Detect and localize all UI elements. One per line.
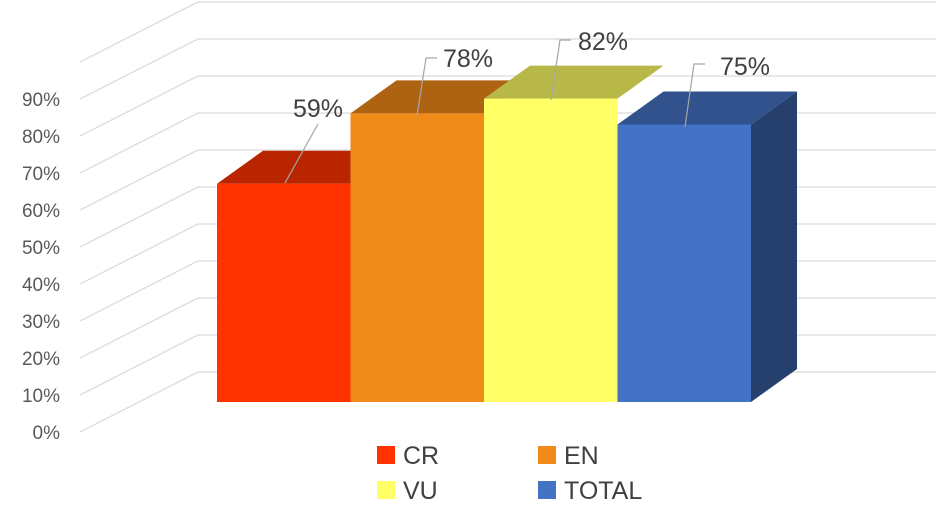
bar-vu [484,65,664,402]
y-tick-label: 10% [22,386,60,407]
legend-swatch [377,481,395,499]
y-tick-label: 70% [22,164,60,185]
bar-front-face [217,183,351,402]
y-tick-label: 60% [22,201,60,222]
data-label: 59% [293,95,343,123]
legend-item-vu: VU [377,477,438,505]
bar-en [350,80,530,403]
legend-item-total: TOTAL [538,477,642,505]
data-label-leader-line [550,39,571,101]
bar-front-face [484,98,618,402]
y-tick-label: 80% [22,127,60,148]
y-tick-label: 90% [22,90,60,111]
legend: CR EN VU TOTAL [377,442,642,505]
legend-label: VU [403,477,438,505]
gridline [79,1,936,63]
bar-top-face [484,65,664,99]
legend-swatch [538,446,556,464]
legend-swatch [538,481,556,499]
bar-total [617,91,797,402]
y-tick-label: 50% [22,238,60,259]
bar-top-face [617,91,797,125]
y-tick-label: 30% [22,312,60,333]
data-label-leader-line [684,63,705,128]
bars-layer [217,65,797,403]
data-label: 78% [443,45,493,73]
data-labels-layer: 59% 78% 82% 75% [284,28,770,184]
gridline [79,38,936,100]
legend-label: CR [403,442,439,470]
y-tick-label: 0% [33,423,61,444]
legend-item-cr: CR [377,442,439,470]
y-axis-ticks: 0% 10% 20% 30% 40% 50% 60% 70% 80% 90% [22,90,60,444]
grid-layer [79,1,936,433]
legend-label: TOTAL [564,477,642,505]
bar-side-face [751,91,797,402]
data-label: 75% [720,53,770,81]
legend-item-en: EN [538,442,599,470]
data-label: 82% [578,28,628,56]
data-label-leader-line [416,57,437,117]
y-tick-label: 20% [22,349,60,370]
gridline [79,75,936,137]
data-label-leader-line [284,123,319,184]
y-tick-label: 40% [22,275,60,296]
bar-front-face [350,113,484,403]
bar-front-face [617,124,751,402]
legend-label: EN [564,442,599,470]
legend-swatch [377,446,395,464]
